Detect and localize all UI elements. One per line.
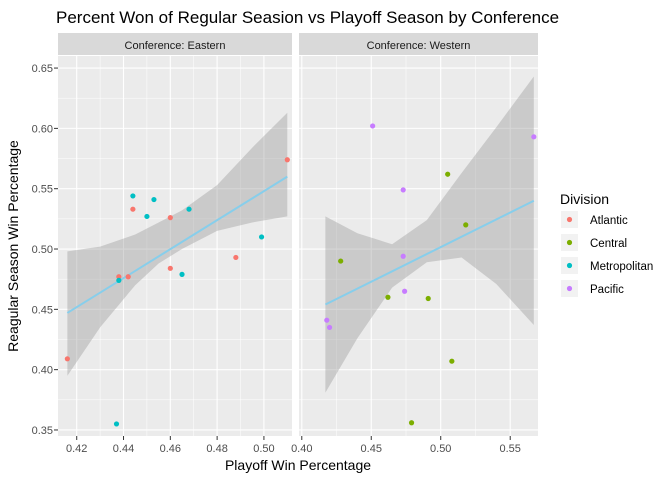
y-tick-label: 0.40 — [32, 365, 53, 377]
data-point-pacific — [326, 324, 333, 331]
data-point-pacific — [531, 134, 537, 140]
data-point-pacific — [400, 187, 406, 193]
facet-strip — [299, 33, 538, 55]
data-point-central — [338, 258, 344, 264]
x-tick-label: 0.40 — [291, 443, 312, 455]
regression-line — [66, 175, 288, 314]
data-point-pacific — [400, 253, 406, 259]
x-tick-label: 0.55 — [499, 443, 520, 455]
y-tick-label: 0.45 — [32, 304, 53, 316]
data-point-pacific — [402, 288, 408, 294]
legend-item: Pacific — [561, 280, 624, 297]
data-point-metropolitan — [130, 193, 136, 199]
data-point-pacific — [370, 123, 376, 129]
legend-swatch — [566, 285, 573, 292]
data-point-atlantic — [130, 206, 136, 212]
legend-label: Pacific — [590, 284, 624, 296]
data-point-central — [445, 171, 451, 177]
data-point-metropolitan — [151, 196, 157, 203]
legend-label: Atlantic — [590, 215, 628, 227]
legend: Division Atlantic Central Metropolitan Pacif… — [560, 191, 653, 297]
facet-strip — [58, 33, 292, 55]
legend-item: Metropolitan — [561, 257, 653, 274]
panel-western: Conference: Western 0.40 0.45 0.50 0.55 — [291, 33, 538, 455]
legend-swatch — [566, 239, 573, 246]
panel-eastern: Conference: Eastern 0.42 0.44 0.46 0.48 0.50 — [58, 33, 292, 455]
data-point-metropolitan — [116, 277, 122, 283]
data-point-atlantic — [167, 215, 173, 221]
data-point-metropolitan — [179, 271, 185, 277]
data-point-central — [385, 294, 391, 300]
panel-background — [299, 56, 538, 436]
legend-title: Division — [560, 191, 609, 207]
legend-label: Central — [590, 238, 627, 250]
y-tick-label: 0.35 — [32, 425, 53, 437]
data-point-central — [425, 295, 431, 302]
x-tick-label: 0.45 — [361, 443, 382, 455]
legend-swatch — [566, 216, 573, 223]
facet-strip-label: Conference: Eastern — [125, 40, 226, 52]
x-tick-label: 0.44 — [113, 443, 134, 455]
y-tick-label: 0.65 — [32, 63, 53, 75]
legend-item: Atlantic — [561, 211, 628, 228]
data-point-central — [449, 358, 455, 364]
confidence-band — [325, 76, 534, 393]
data-point-metropolitan — [113, 421, 120, 427]
x-axis-label: Playoff Win Percentage — [225, 457, 371, 473]
legend-swatch — [566, 262, 573, 269]
data-point-atlantic — [64, 356, 70, 362]
data-point-metropolitan — [144, 213, 150, 220]
data-point-metropolitan — [186, 206, 192, 212]
data-point-central — [408, 420, 415, 426]
x-tick-label: 0.46 — [160, 443, 181, 455]
x-tick-label: 0.42 — [66, 443, 87, 455]
chart-title: Percent Won of Regular Seasion vs Playof… — [56, 8, 559, 27]
facet-strip-label: Conference: Western — [367, 40, 471, 52]
data-point-pacific — [324, 317, 330, 323]
y-tick-label: 0.60 — [32, 123, 53, 135]
regression-line — [324, 199, 535, 306]
data-point-atlantic — [167, 265, 173, 271]
data-point-central — [463, 222, 469, 228]
x-tick-label: 0.48 — [206, 443, 227, 455]
x-tick-label: 0.50 — [430, 443, 451, 455]
data-point-atlantic — [233, 254, 239, 261]
legend-item: Central — [561, 234, 627, 251]
x-tick-label: 0.50 — [253, 443, 274, 455]
data-point-atlantic — [116, 274, 122, 280]
y-tick-label: 0.55 — [32, 184, 53, 196]
data-point-metropolitan — [258, 234, 265, 240]
y-axis-label: Reagular Season Win Percentage — [5, 140, 21, 352]
data-point-atlantic — [125, 274, 131, 280]
legend-label: Metropolitan — [590, 261, 653, 273]
data-point-atlantic — [284, 157, 290, 163]
y-tick-label: 0.50 — [32, 244, 53, 256]
